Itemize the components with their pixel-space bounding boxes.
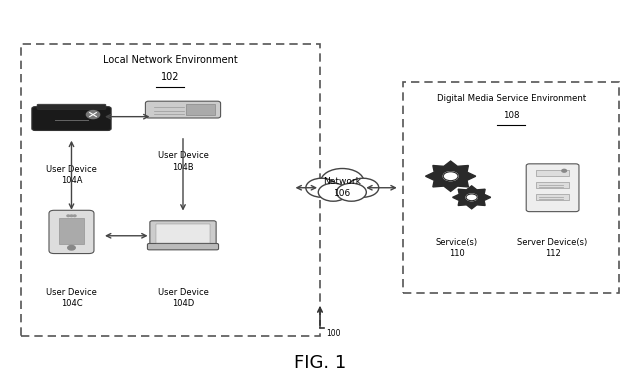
FancyBboxPatch shape: [186, 104, 214, 115]
Text: Network
106: Network 106: [323, 177, 361, 198]
Circle shape: [74, 215, 76, 217]
Circle shape: [86, 111, 100, 118]
Polygon shape: [426, 161, 476, 191]
FancyBboxPatch shape: [147, 243, 218, 250]
Text: Server Device(s)
112: Server Device(s) 112: [518, 238, 588, 259]
FancyBboxPatch shape: [526, 164, 579, 212]
Text: User Device
104D: User Device 104D: [157, 288, 209, 308]
Circle shape: [444, 172, 458, 181]
FancyBboxPatch shape: [145, 101, 221, 118]
FancyBboxPatch shape: [536, 182, 569, 188]
Circle shape: [68, 245, 76, 250]
FancyBboxPatch shape: [59, 218, 84, 244]
Text: Digital Media Service Environment: Digital Media Service Environment: [436, 94, 586, 103]
FancyBboxPatch shape: [536, 170, 569, 176]
Text: Service(s)
110: Service(s) 110: [436, 238, 478, 259]
FancyBboxPatch shape: [49, 210, 94, 253]
FancyBboxPatch shape: [156, 224, 210, 243]
Text: User Device
104B: User Device 104B: [157, 151, 209, 172]
Polygon shape: [452, 186, 491, 209]
FancyBboxPatch shape: [32, 107, 111, 130]
Text: 102: 102: [161, 72, 179, 82]
FancyBboxPatch shape: [536, 194, 569, 200]
Circle shape: [67, 215, 70, 217]
Text: 100: 100: [326, 329, 341, 338]
Text: 108: 108: [503, 111, 520, 120]
Text: FIG. 1: FIG. 1: [294, 354, 346, 372]
Circle shape: [466, 194, 477, 201]
Text: User Device
104C: User Device 104C: [46, 288, 97, 308]
Circle shape: [70, 215, 73, 217]
FancyBboxPatch shape: [150, 221, 216, 246]
Circle shape: [562, 170, 566, 172]
Text: Local Network Environment: Local Network Environment: [103, 55, 237, 65]
Text: User Device
104A: User Device 104A: [46, 165, 97, 185]
FancyBboxPatch shape: [37, 104, 106, 110]
